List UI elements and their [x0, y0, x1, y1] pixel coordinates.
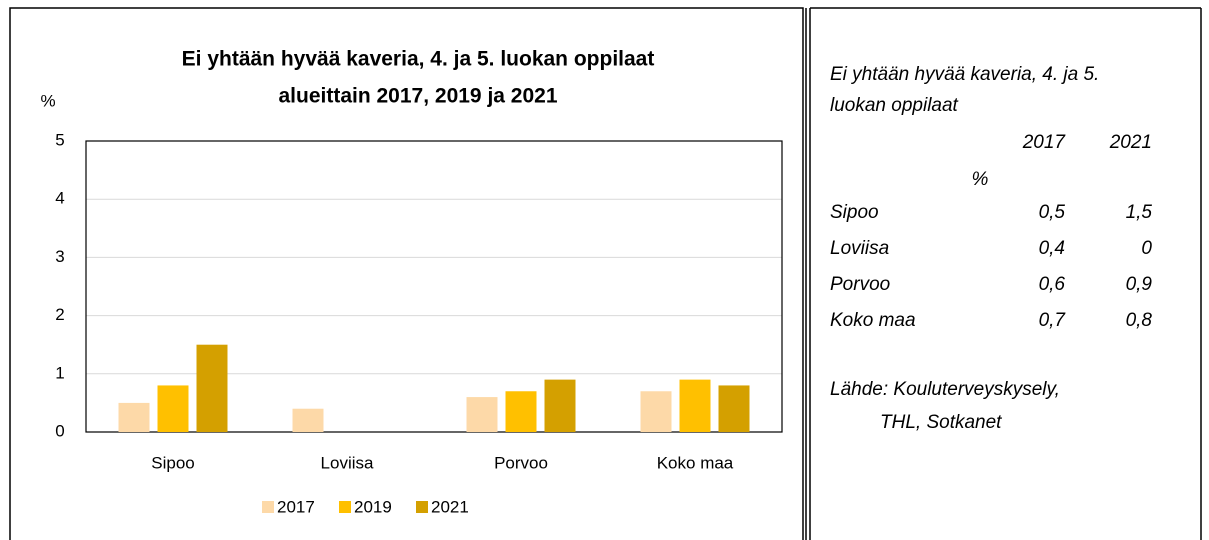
bar: [718, 385, 750, 432]
legend-swatch: [339, 501, 351, 513]
chart-title: Ei yhtään hyvää kaveria, 4. ja 5. luokan…: [182, 48, 655, 71]
cell: 0,8: [1126, 310, 1153, 331]
cell: 0,7: [1039, 310, 1067, 331]
x-tick-label: Loviisa: [321, 453, 374, 472]
cell: 0,6: [1039, 274, 1066, 295]
legend-label: 2019: [354, 497, 392, 516]
bar: [292, 408, 324, 432]
unit-label: %: [972, 169, 989, 190]
source: Lähde: Kouluterveyskysely,: [830, 379, 1060, 400]
chart-frame: [9, 7, 804, 540]
row-label: Koko maa: [830, 310, 916, 331]
cell: 0,9: [1126, 274, 1153, 295]
column-header: 2021: [1109, 132, 1152, 153]
y-tick-label: 1: [55, 363, 64, 382]
x-tick-label: Porvoo: [494, 453, 548, 472]
side-title: luokan oppilaat: [830, 95, 959, 116]
bar: [640, 391, 672, 432]
bar: [118, 402, 150, 432]
y-axis-label: %: [40, 91, 55, 110]
bar: [196, 344, 228, 432]
bar: [466, 397, 498, 432]
chart-title: alueittain 2017, 2019 ja 2021: [278, 85, 557, 108]
bar: [505, 391, 537, 432]
y-tick-label: 3: [55, 247, 64, 266]
x-tick-label: Koko maa: [657, 453, 734, 472]
source: THL, Sotkanet: [880, 412, 1002, 433]
side-panel: Ei yhtään hyvää kaveria, 4. ja 5. luokan …: [830, 64, 1152, 433]
bar: [157, 385, 189, 432]
y-tick-label: 0: [55, 421, 64, 440]
y-tick-label: 4: [55, 189, 64, 208]
row-label: Loviisa: [830, 238, 889, 259]
cell: 0,4: [1039, 238, 1065, 259]
y-tick-label: 2: [55, 305, 64, 324]
x-tick-label: Sipoo: [151, 453, 194, 472]
legend-swatch: [416, 501, 428, 513]
row-label: Porvoo: [830, 274, 890, 295]
legend-label: 2021: [431, 497, 469, 516]
column-header: 2017: [1022, 132, 1067, 153]
side-title: Ei yhtään hyvää kaveria, 4. ja 5.: [830, 64, 1099, 85]
row-label: Sipoo: [830, 202, 879, 223]
plot-area: [85, 140, 783, 433]
y-tick-label: 5: [55, 130, 64, 149]
bar: [679, 379, 711, 432]
legend-label: 2017: [277, 497, 315, 516]
cell: 1,5: [1126, 202, 1153, 223]
cell: 0,5: [1039, 202, 1066, 223]
legend-swatch: [262, 501, 274, 513]
cell: 0: [1141, 238, 1152, 259]
bar: [544, 379, 576, 432]
